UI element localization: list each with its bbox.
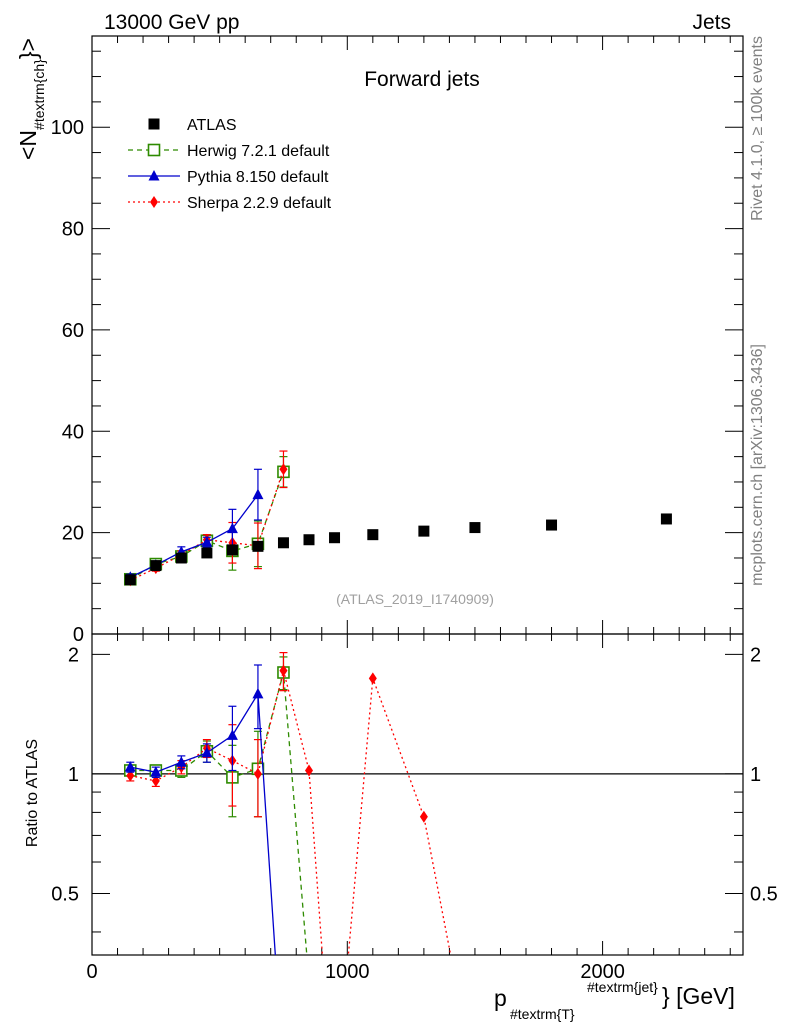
ratio-axis-label: Ratio to ATLAS [24,739,41,847]
ratio-plot-frame [91,633,744,956]
atlas-point [469,522,481,534]
y-axis-label: <N#textrm{ch}}> [15,38,47,160]
sherpa-ratio-point [419,810,428,823]
legend-label-atlas: ATLAS [187,117,237,134]
plot-title: Forward jets [364,68,480,91]
sherpa-point [279,463,288,476]
pythia-point [226,522,238,534]
main-data-layer [123,450,672,587]
y-axis-label-close: }> [15,38,41,59]
ratio-tick-label: 2 [68,644,79,666]
sherpa-ratio-line [130,670,452,955]
atlas-point [277,537,289,549]
collision-energy-label: 13000 GeV pp [104,11,239,34]
atlas-point [252,540,264,552]
ratio-tick-label-right: 2 [750,644,761,666]
ratio-tick-label: 0.5 [51,883,79,905]
legend-item-atlas: ATLAS [148,117,237,134]
x-axis-label: p #textrm{T} #textrm{jet} } [GeV] [494,979,735,1022]
svg-text:<N#textrm{ch}}>: <N#textrm{ch}}> [15,38,47,160]
ratio-tick-label: 1 [68,764,79,786]
atlas-point [201,547,213,559]
atlas-point [546,519,558,531]
atlas-point [150,560,162,572]
pythia-ratio-point [201,746,213,758]
y-tick-label: 100 [51,117,84,139]
pythia-ratio-point [150,766,162,777]
x-axis-label-main: p [494,985,507,1011]
pythia-ratio-point [124,761,136,772]
y-tick-label: 80 [62,219,84,241]
x-tick-label: 0 [86,961,97,983]
atlas-point [329,532,341,544]
legend-item-pythia: Pythia 8.150 default [128,169,329,186]
herwig-ratio-series [123,656,308,955]
atlas-point [418,525,430,537]
atlas-point [303,534,315,546]
sherpa-ratio-point [279,664,288,677]
rivet-version-label: Rivet 4.1.0, ≥ 100k events [749,36,766,221]
legend-label-herwig: Herwig 7.2.1 default [187,143,330,160]
pythia-ratio-point [175,756,187,767]
legend-marker-sherpa [150,196,158,208]
legend-item-sherpa: Sherpa 2.2.9 default [128,195,332,212]
y-tick-label: 40 [62,421,84,443]
pythia-ratio-line [130,691,276,955]
pythia-ratio-point [226,729,238,740]
pythia-main-series [124,468,264,582]
atlas-point [367,529,379,541]
ratio-data-layer [123,652,452,955]
y-axis-label-main: <N [15,130,41,160]
sherpa-ratio-point [253,767,262,780]
legend-item-herwig: Herwig 7.2.1 default [128,143,330,160]
sherpa-ratio-point [305,764,313,777]
axes-layer: 0 1000 2000 0 20 40 60 80 100 0.5 0.5 1 1 2 2 [51,36,778,983]
x-tick-label: 1000 [325,961,370,983]
x-tick-label: 2000 [580,961,625,983]
atlas-point [660,513,672,525]
atlas-main-series [124,513,672,586]
ratio-tick-label-right: 1 [750,764,761,786]
ratio-tick-label-right: 0.5 [750,883,778,905]
pythia-ratio-point [252,687,264,699]
mcplots-reference-label: mcplots.cern.ch [arXiv:1306.3436] [749,344,766,586]
legend-marker-herwig [147,143,161,157]
legend-label-pythia: Pythia 8.150 default [187,169,329,186]
y-tick-label: 60 [62,320,84,342]
sherpa-ratio-series [126,652,452,955]
herwig-ratio-line [130,672,308,955]
x-axis-label-close: } [GeV] [662,983,735,1009]
x-axis-label-sub: #textrm{T} [510,1006,575,1022]
legend: ATLAS Herwig 7.2.1 default Pythia 8.150 de… [128,117,332,212]
atlas-point [175,552,187,564]
legend-label-sherpa: Sherpa 2.2.9 default [187,195,332,212]
pythia-point [252,488,264,500]
atlas-point [124,574,136,586]
legend-marker-pythia [148,170,160,181]
y-tick-label: 20 [62,523,84,545]
legend-marker-atlas [148,118,160,130]
pythia-point [201,536,213,547]
herwig-main-series [123,456,290,586]
atlas-point [226,544,238,556]
pythia-ratio-series [124,664,276,955]
sherpa-ratio-point [368,672,377,685]
pythia-line [130,494,259,578]
analysis-watermark: (ATLAS_2019_I1740909) [336,591,494,607]
x-axis-label-sup: #textrm{jet} [587,979,658,995]
y-axis-label-sub: #textrm{ch} [31,59,47,130]
process-label: Jets [692,11,731,34]
y-tick-label: 0 [73,624,84,646]
